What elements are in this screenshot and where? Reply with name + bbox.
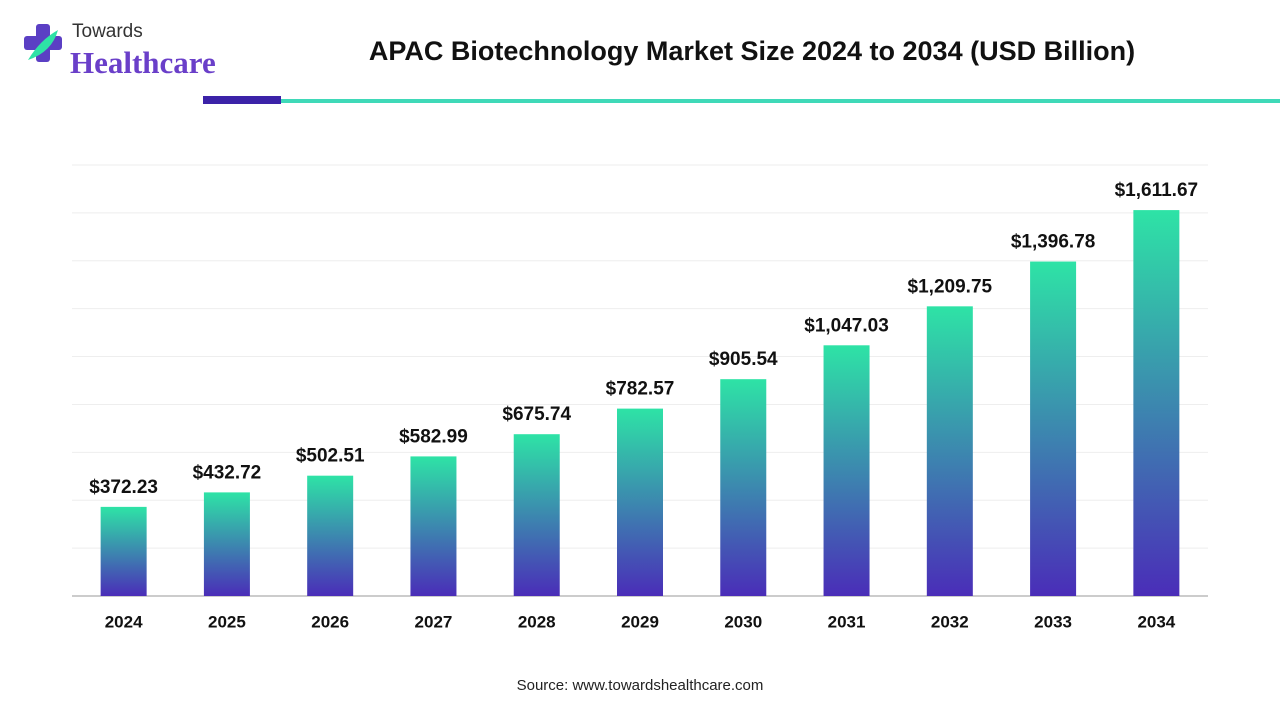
bar <box>513 434 560 596</box>
x-tick-label: 2028 <box>518 612 556 631</box>
bar <box>720 379 767 596</box>
bar <box>823 345 870 596</box>
value-label: $782.57 <box>606 379 675 400</box>
x-tick-label: 2031 <box>828 612 866 631</box>
x-tick-label: 2029 <box>621 612 659 631</box>
x-tick-label: 2025 <box>208 612 246 631</box>
source: Source: www.towardshealthcare.com <box>517 677 764 694</box>
chart-title: APAC Biotechnology Market Size 2024 to 2… <box>369 36 1135 66</box>
value-label: $502.51 <box>296 446 365 467</box>
bar <box>926 306 973 596</box>
value-label: $582.99 <box>399 426 468 447</box>
x-tick-label: 2034 <box>1137 612 1175 631</box>
brand-line2: Healthcare <box>70 45 216 80</box>
header-line <box>281 99 1280 103</box>
bar <box>307 475 354 596</box>
x-tick-label: 2032 <box>931 612 969 631</box>
logo <box>24 24 62 62</box>
value-label: $372.23 <box>89 477 158 498</box>
value-label: $432.72 <box>193 462 262 483</box>
bar <box>203 492 250 596</box>
bar <box>617 408 663 596</box>
x-tick-label: 2024 <box>105 612 143 631</box>
brand-line1: Towards <box>72 21 143 42</box>
value-label: $905.54 <box>709 349 778 370</box>
x-tick-label: 2030 <box>724 612 762 631</box>
bar <box>100 506 147 596</box>
header-bar <box>203 96 281 104</box>
bar <box>1030 261 1077 596</box>
x-tick-label: 2033 <box>1034 612 1072 631</box>
value-label: $1,047.03 <box>804 315 889 336</box>
bar <box>410 456 457 596</box>
bar <box>1133 210 1180 596</box>
value-label: $675.74 <box>502 404 571 425</box>
x-tick-label: 2026 <box>311 612 349 631</box>
value-label: $1,396.78 <box>1011 232 1096 253</box>
value-label: $1,209.75 <box>908 276 993 297</box>
x-tick-label: 2027 <box>415 612 453 631</box>
value-label: $1,611.67 <box>1115 180 1198 201</box>
